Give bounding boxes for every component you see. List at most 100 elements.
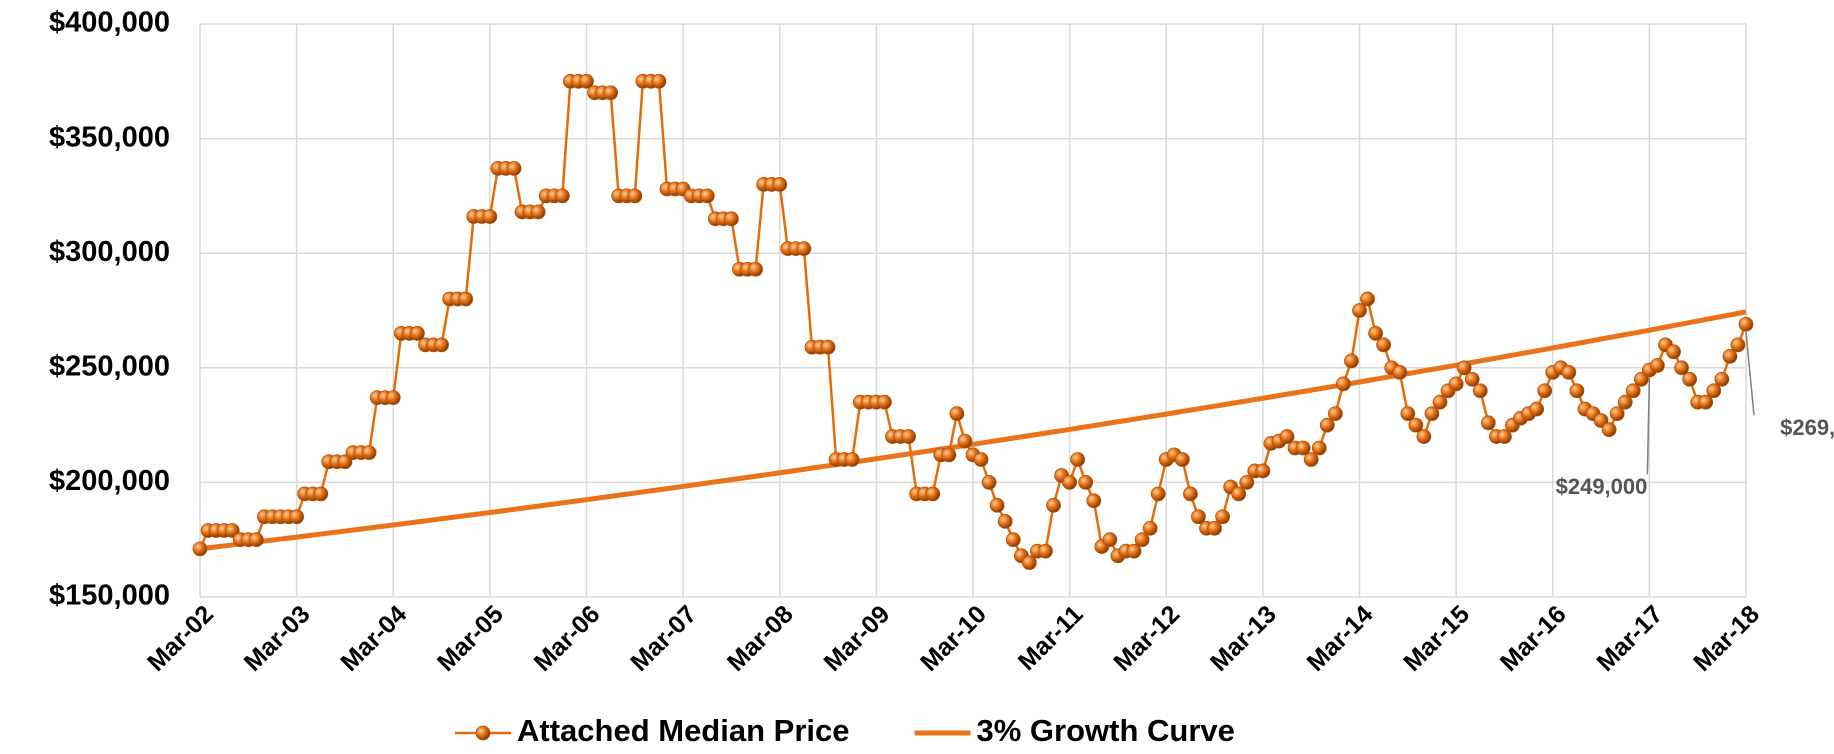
data-label: $269,000 bbox=[1780, 415, 1834, 440]
data-point bbox=[1255, 463, 1271, 479]
data-point bbox=[1319, 417, 1335, 433]
data-point bbox=[1360, 291, 1375, 307]
data-point bbox=[1400, 406, 1416, 422]
x-tick-label: Mar-18 bbox=[1688, 600, 1765, 677]
data-point bbox=[248, 532, 264, 548]
data-point bbox=[1561, 364, 1577, 380]
x-tick-label: Mar-07 bbox=[625, 600, 702, 677]
data-point bbox=[901, 429, 916, 444]
data-point bbox=[1191, 509, 1206, 525]
y-tick-label: $250,000 bbox=[49, 350, 170, 382]
data-point bbox=[989, 497, 1005, 513]
data-point bbox=[1432, 394, 1448, 410]
data-point bbox=[1352, 303, 1367, 318]
data-point bbox=[651, 73, 667, 89]
data-point bbox=[1497, 429, 1512, 444]
data-point bbox=[957, 433, 973, 449]
data-point bbox=[1215, 509, 1231, 525]
data-point bbox=[772, 177, 788, 192]
data-point bbox=[1335, 376, 1351, 392]
data-point bbox=[1682, 371, 1698, 387]
data-point bbox=[1311, 440, 1327, 456]
data-point bbox=[724, 211, 739, 227]
data-point bbox=[1472, 383, 1488, 399]
x-tick-label: Mar-10 bbox=[915, 600, 992, 677]
data-point bbox=[385, 390, 401, 405]
data-point bbox=[1086, 493, 1102, 509]
data-point bbox=[844, 452, 860, 467]
data-point bbox=[1303, 452, 1319, 467]
data-point bbox=[603, 85, 619, 101]
data-point bbox=[1730, 337, 1746, 353]
x-tick-label: Mar-12 bbox=[1108, 600, 1185, 677]
data-point bbox=[1674, 360, 1689, 376]
data-point bbox=[579, 73, 594, 89]
data-point bbox=[997, 513, 1013, 529]
data-point bbox=[530, 204, 546, 220]
data-point bbox=[1714, 371, 1730, 387]
data-point bbox=[1078, 474, 1094, 490]
data-point bbox=[1392, 364, 1408, 380]
data-point bbox=[1368, 326, 1384, 341]
x-tick-label: Mar-04 bbox=[335, 600, 412, 677]
data-point bbox=[1126, 543, 1142, 559]
data-point bbox=[1038, 543, 1053, 559]
data-point bbox=[434, 337, 449, 353]
grid bbox=[199, 23, 1747, 598]
data-point bbox=[1625, 383, 1641, 399]
data-point bbox=[1666, 344, 1681, 360]
data-point bbox=[1174, 452, 1190, 467]
data-point bbox=[1416, 429, 1432, 444]
data-point bbox=[1408, 417, 1424, 433]
x-tick-label: Mar-03 bbox=[239, 600, 316, 677]
y-tick-label: $150,000 bbox=[49, 580, 170, 612]
data-point bbox=[1231, 486, 1247, 502]
x-tick-label: Mar-05 bbox=[432, 600, 509, 677]
x-tick-label: Mar-06 bbox=[529, 600, 606, 677]
data-point bbox=[1005, 532, 1021, 548]
leader-line bbox=[1745, 332, 1755, 416]
data-point bbox=[1102, 532, 1118, 548]
data-point bbox=[554, 188, 570, 204]
data-point bbox=[1046, 497, 1061, 513]
data-point bbox=[1698, 394, 1714, 410]
data-point bbox=[506, 160, 522, 176]
data-point bbox=[361, 445, 377, 461]
y-tick-label: $400,000 bbox=[49, 7, 170, 39]
data-point bbox=[1617, 394, 1633, 410]
data-point bbox=[1279, 429, 1295, 444]
x-tick-label: Mar-08 bbox=[722, 600, 799, 677]
x-tick-label: Mar-14 bbox=[1302, 600, 1379, 677]
data-point bbox=[981, 474, 997, 490]
data-point bbox=[748, 261, 763, 277]
data-point bbox=[1376, 337, 1392, 353]
y-tick-label: $350,000 bbox=[49, 121, 170, 153]
x-tick-label: Mar-11 bbox=[1013, 600, 1089, 676]
data-point bbox=[1480, 415, 1496, 431]
data-point bbox=[1722, 348, 1738, 364]
data-point bbox=[1142, 520, 1158, 536]
leader-line bbox=[1646, 378, 1651, 475]
y-tick-label: $300,000 bbox=[49, 236, 170, 268]
legend-label: Attached Median Price bbox=[517, 713, 849, 748]
data-point bbox=[1609, 406, 1625, 422]
legend-marker bbox=[475, 725, 491, 741]
data-point bbox=[1062, 474, 1078, 490]
data-point bbox=[289, 509, 305, 525]
data-point bbox=[1239, 474, 1255, 490]
data-point bbox=[192, 541, 208, 557]
data-point bbox=[941, 447, 957, 463]
data-point bbox=[699, 188, 715, 204]
x-tick-label: Mar-16 bbox=[1495, 600, 1572, 677]
data-point bbox=[1601, 422, 1617, 438]
data-point bbox=[1529, 401, 1545, 417]
y-tick-label: $200,000 bbox=[49, 465, 170, 497]
x-tick-label: Mar-09 bbox=[819, 600, 896, 677]
data-point bbox=[1456, 360, 1472, 376]
x-tick-label: Mar-15 bbox=[1398, 600, 1475, 677]
data-point bbox=[796, 241, 812, 257]
data-point bbox=[482, 209, 498, 224]
data-point bbox=[1424, 406, 1440, 422]
data-point bbox=[1327, 406, 1343, 422]
